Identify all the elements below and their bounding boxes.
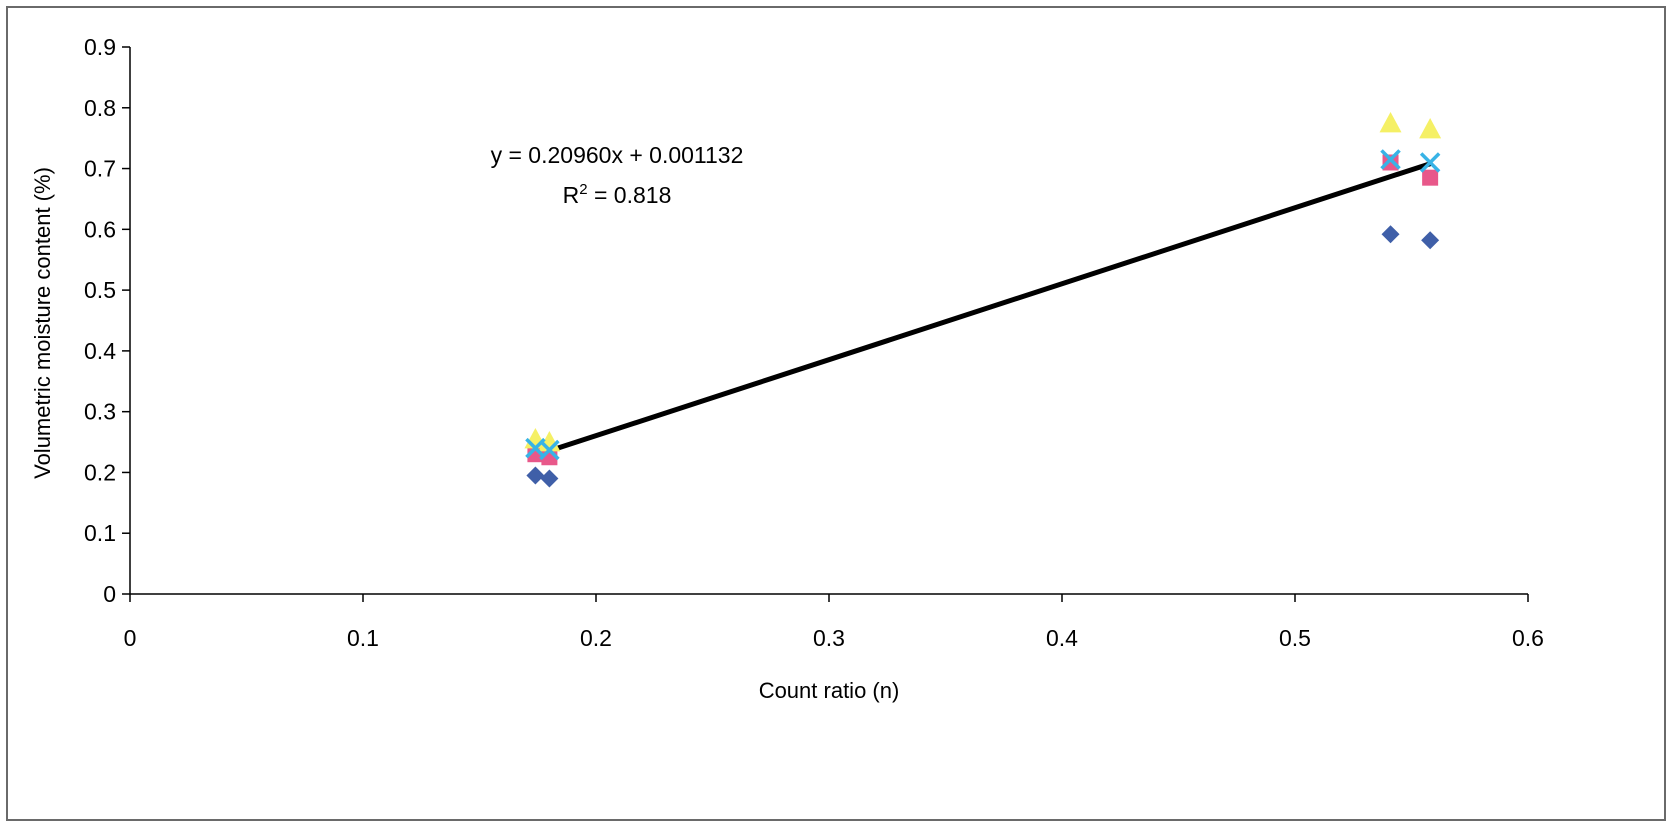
point-diamond [540,469,559,488]
x-marker-stroke [1419,152,1441,173]
r-squared-value: = 0.818 [588,182,672,208]
y-tick-label: 0 [103,581,116,607]
x-tick-label: 0.5 [1279,625,1311,651]
point-diamond [1421,231,1440,250]
data-points [524,111,1442,488]
trendline [532,161,1433,458]
x-tick-label: 0.4 [1046,625,1078,651]
x-tick-label: 0.3 [813,625,845,651]
point-triangle [1379,111,1402,133]
point-diamond [526,466,545,485]
y-tick-label: 0.5 [84,277,116,303]
point-x [1419,152,1441,173]
y-tick-label: 0.6 [84,216,116,242]
y-tick-label: 0.2 [84,459,116,485]
point-x [539,439,560,461]
x-axis-title: Count ratio (n) [759,678,900,703]
x-tick-label: 0.1 [347,625,379,651]
y-tick-label: 0.8 [84,95,116,121]
x-tick-label: 0.6 [1512,625,1544,651]
y-tick-label: 0.1 [84,520,116,546]
point-diamond [1381,225,1400,244]
x-marker-stroke [539,439,560,461]
r-squared-prefix: R [563,182,580,208]
y-tick-label: 0.4 [84,338,116,364]
x-tick-label: 0 [124,625,137,651]
y-tick-label: 0.9 [84,34,116,60]
r-squared-label: R2 = 0.818 [563,181,672,208]
x-tick-label: 0.2 [580,625,612,651]
y-tick-label: 0.3 [84,399,116,425]
x-tick-labels: 0 0.1 0.2 0.3 0.4 0.5 0.6 [124,625,1544,651]
y-tick-label: 0.7 [84,156,116,182]
point-triangle [1419,118,1442,139]
r-squared-superscript: 2 [579,181,587,198]
chart-frame [6,6,1666,821]
regression-equation: y = 0.20960x + 0.001132 [491,142,744,168]
point-square [1382,154,1399,171]
point-x [1380,149,1401,170]
axes [122,46,1529,602]
y-axis-title: Volumetric moisture content (%) [30,167,55,479]
y-tick-labels: 0 0.1 0.2 0.3 0.4 0.5 0.6 0.7 0.8 0.9 [84,34,116,607]
point-square [1422,169,1439,186]
x-marker-stroke [1380,149,1401,170]
